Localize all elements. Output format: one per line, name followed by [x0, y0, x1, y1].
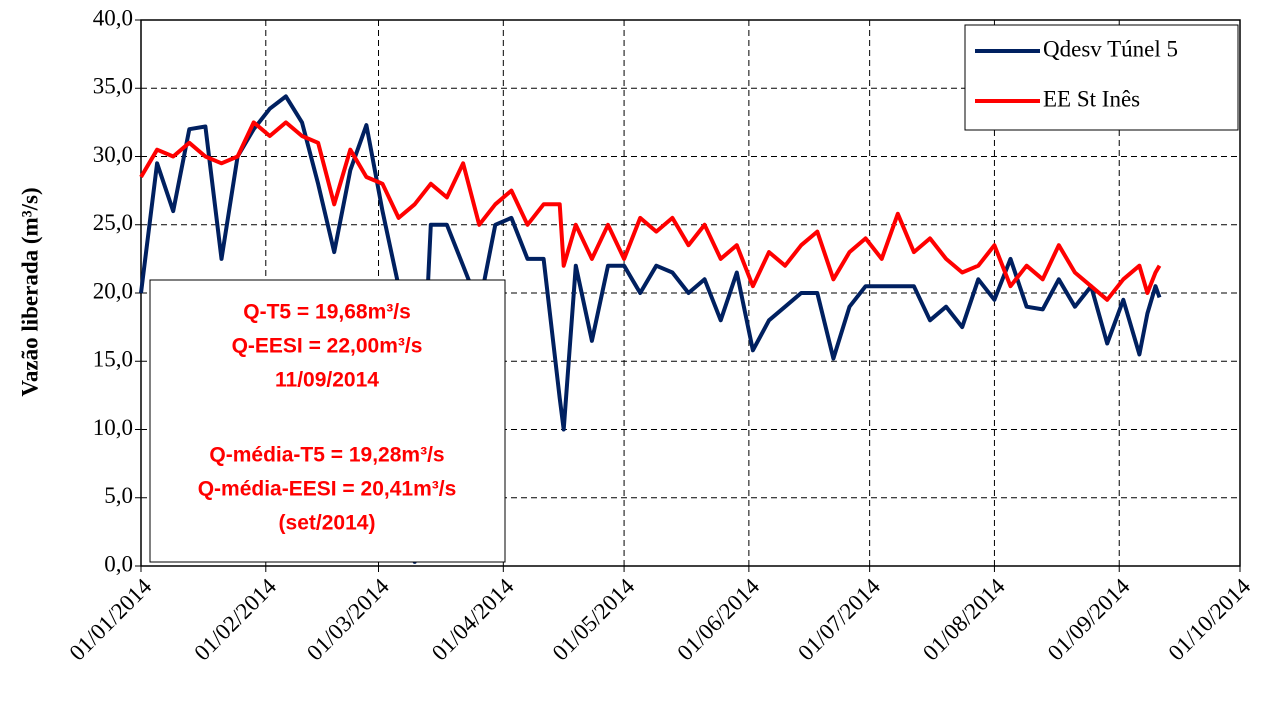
annotation-text: Q-média-EESI = 20,41m³/s [198, 478, 457, 501]
y-tick-label: 10,0 [93, 415, 133, 440]
x-tick-label: 01/01/2014 [65, 573, 157, 665]
x-tick-label: 01/02/2014 [189, 573, 281, 665]
y-tick-label: 0,0 [104, 551, 133, 576]
x-tick-label: 01/07/2014 [793, 573, 885, 665]
y-tick-label: 35,0 [93, 74, 133, 99]
x-tick-label: 01/04/2014 [427, 573, 519, 665]
y-tick-label: 40,0 [93, 5, 133, 30]
y-tick-label: 15,0 [93, 347, 133, 372]
x-tick-label: 01/05/2014 [548, 573, 640, 665]
x-tick-label: 01/09/2014 [1043, 573, 1135, 665]
annotation-text: Q-média-T5 = 19,28m³/s [209, 444, 444, 467]
y-axis-label: Vazão liberada (m³/s) [17, 187, 42, 396]
x-tick-label: 01/10/2014 [1164, 573, 1256, 665]
x-tick-label: 01/06/2014 [672, 573, 764, 665]
legend-label: EE St Inês [1043, 86, 1140, 111]
y-tick-label: 20,0 [93, 278, 133, 303]
annotation-box [149, 279, 506, 563]
x-tick-label: 01/03/2014 [302, 573, 394, 665]
y-tick-label: 5,0 [104, 483, 133, 508]
series-line [139, 94, 1162, 564]
annotation-text: (set/2014) [279, 512, 376, 535]
series-line [139, 120, 1162, 302]
y-tick-label: 30,0 [93, 142, 133, 167]
x-tick-label: 01/08/2014 [918, 573, 1010, 665]
annotation-text: Q-EESI = 22,00m³/s [232, 335, 423, 358]
legend-box [964, 24, 1239, 131]
annotation-text: 11/09/2014 [275, 369, 379, 392]
annotation-text: Q-T5 = 19,68m³/s [243, 301, 411, 324]
y-tick-label: 25,0 [93, 210, 133, 235]
legend-label: Qdesv Túnel 5 [1043, 36, 1178, 61]
